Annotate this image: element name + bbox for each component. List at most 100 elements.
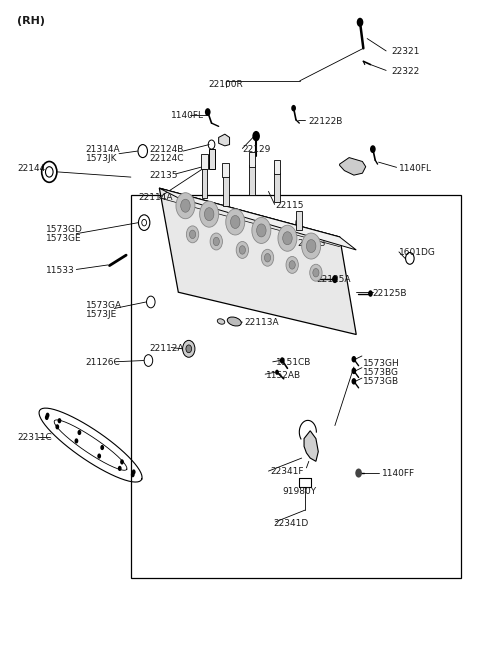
Polygon shape [304,431,318,461]
Text: 22129: 22129 [242,145,271,154]
Circle shape [176,193,195,218]
Circle shape [280,358,285,364]
Bar [222,163,229,177]
Circle shape [351,356,356,363]
Text: 1140FL: 1140FL [399,164,432,173]
Circle shape [278,225,297,251]
Bar [201,154,208,169]
Bar [274,173,280,203]
Circle shape [77,430,81,435]
Polygon shape [219,134,229,146]
Text: 21314A: 21314A [86,145,120,154]
Text: 22321: 22321 [392,47,420,56]
Text: 1573JE: 1573JE [86,310,117,319]
Bar [202,169,207,198]
Bar [223,176,228,206]
Circle shape [230,215,240,228]
Circle shape [120,459,124,464]
Text: 22124C: 22124C [150,154,184,163]
Ellipse shape [227,317,241,326]
Text: 22133: 22133 [297,239,325,248]
Text: 21126C: 21126C [86,358,120,367]
Text: 1573GA: 1573GA [86,301,122,310]
Text: (RH): (RH) [17,16,45,26]
Text: 22135: 22135 [150,171,179,180]
Circle shape [289,260,295,269]
Circle shape [186,226,199,243]
Text: 22114A: 22114A [138,194,172,203]
Circle shape [301,233,321,259]
Text: 91980Y: 91980Y [283,487,317,497]
Text: 1140FF: 1140FF [383,469,416,478]
Text: 1140FL: 1140FL [171,111,204,120]
Circle shape [55,424,59,430]
Circle shape [355,468,362,478]
Bar [296,211,301,230]
Circle shape [182,340,195,358]
Bar [274,159,280,174]
Text: 22341D: 22341D [273,519,309,527]
Circle shape [306,239,316,253]
Text: 22112A: 22112A [150,344,184,354]
Circle shape [351,378,356,384]
Circle shape [275,369,279,375]
Circle shape [310,264,322,281]
Circle shape [45,415,48,420]
Circle shape [180,199,190,213]
Circle shape [368,290,373,297]
Circle shape [100,445,104,450]
Circle shape [252,131,260,141]
Circle shape [286,256,299,274]
Circle shape [236,241,249,258]
Circle shape [58,418,61,423]
Circle shape [283,232,292,245]
Circle shape [204,208,214,220]
Circle shape [351,367,356,374]
Text: 22122B: 22122B [309,117,343,126]
Text: 1573GD: 1573GD [46,225,83,234]
Circle shape [261,249,274,266]
Circle shape [226,209,245,235]
Text: 22124B: 22124B [150,145,184,154]
Polygon shape [159,188,356,250]
Text: 11533: 11533 [46,266,74,276]
Bar [131,195,461,579]
Circle shape [213,237,219,246]
Circle shape [291,105,296,112]
Circle shape [332,276,338,283]
Text: 1151CB: 1151CB [276,358,311,367]
Text: 1573GB: 1573GB [363,377,399,386]
Bar [209,149,216,169]
Text: 22322: 22322 [392,66,420,75]
Circle shape [357,18,363,27]
Circle shape [46,413,49,418]
Text: 1573GE: 1573GE [46,234,81,243]
Circle shape [132,470,135,474]
Text: 1573BG: 1573BG [363,369,399,377]
Circle shape [264,253,271,262]
Circle shape [313,268,319,277]
Circle shape [74,438,78,443]
Text: 1573GH: 1573GH [363,359,400,368]
Text: 1601DG: 1601DG [399,248,436,257]
Text: 22100R: 22100R [208,79,243,89]
Circle shape [240,246,245,254]
Circle shape [97,453,101,459]
Text: 22115: 22115 [276,201,304,210]
Circle shape [370,145,376,153]
Polygon shape [340,157,366,175]
Circle shape [210,233,222,250]
Ellipse shape [217,319,225,324]
Text: 1573JK: 1573JK [86,154,117,163]
Circle shape [205,108,211,116]
Polygon shape [159,188,356,335]
Text: 22125A: 22125A [316,276,350,284]
Circle shape [118,466,121,471]
Text: 22341F: 22341F [271,466,304,476]
Circle shape [190,230,196,239]
Text: 1152AB: 1152AB [266,371,301,380]
Circle shape [252,217,271,243]
Text: 22144: 22144 [17,164,45,173]
Bar [249,165,255,195]
Circle shape [257,224,266,237]
